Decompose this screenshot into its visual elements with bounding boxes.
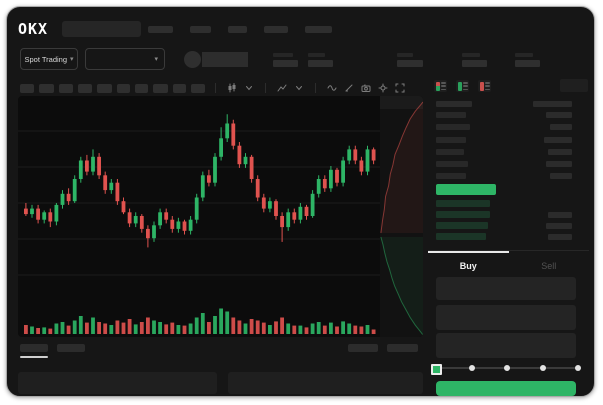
orderbook-bids-icon[interactable] [456,80,469,92]
orderbook-ask-row[interactable] [436,148,572,155]
orderbook-ask-row[interactable] [436,161,572,168]
line-style-icon[interactable] [326,82,338,94]
ticker-stat-4 [462,53,487,67]
bottom-tab-2[interactable] [57,344,85,352]
orderbook-ask-row[interactable] [436,124,572,131]
interval-button-4[interactable] [78,83,92,93]
nav-item-1[interactable] [148,26,173,33]
toolbar-divider [265,83,266,93]
app-window: OKX Spot Trading ▾ ▾ [6,6,595,397]
candle-style-icon[interactable] [226,82,238,94]
draw-icon[interactable] [343,82,355,94]
price-chart[interactable] [18,96,423,337]
orderbook-bids [436,200,572,244]
toolbar-divider [215,83,216,93]
chart-toolbar [20,82,406,94]
market-type-label: Spot Trading [24,54,67,64]
market-type-dropdown[interactable]: Spot Trading ▾ [20,48,78,70]
ticker-stat-2 [308,53,333,67]
slider-stop-2[interactable] [504,365,510,371]
buy-button[interactable] [436,381,576,396]
search-input[interactable] [62,21,141,37]
top-nav [148,26,332,33]
orderbook-bid-row[interactable] [436,233,572,240]
slider-stop-4[interactable] [575,365,581,371]
price-field[interactable] [436,277,576,300]
indicators-icon[interactable] [276,82,288,94]
pair-dropdown[interactable]: ▾ [85,48,165,70]
interval-button-9[interactable] [173,83,186,93]
orderbook-amount-header [533,101,572,107]
orderbook-bid-row[interactable] [436,211,572,218]
precision-dropdown[interactable] [560,79,588,92]
orderbook-view-switcher [434,80,491,92]
chevron-down-icon: ▾ [154,55,158,63]
interval-button-3[interactable] [59,83,73,93]
coin-icon [184,51,201,68]
interval-button-7[interactable] [135,83,148,93]
bottom-action-2[interactable] [387,344,418,352]
chevron-down-icon[interactable] [293,82,305,94]
orderbook-asks-icon[interactable] [478,80,491,92]
orderbook-ask-row[interactable] [436,136,572,143]
orderbook-bid-row[interactable] [436,200,572,207]
tab-sell[interactable]: Sell [509,251,590,275]
last-price-badge[interactable] [436,184,496,195]
slider-stop-1[interactable] [468,365,475,371]
ticker-stat-3 [397,53,423,67]
toolbar-divider [315,83,316,93]
interval-button-10[interactable] [191,83,205,93]
orderbook-price-header [436,101,472,107]
bottom-panel-left [18,372,217,394]
slider-handle[interactable] [430,364,442,375]
interval-button-1[interactable] [20,83,34,93]
ticker-stats [273,53,540,67]
chevron-down-icon: ▾ [70,55,74,63]
tab-buy[interactable]: Buy [428,251,509,275]
depth-sidebar [380,96,423,337]
slider-stop-3[interactable] [539,365,546,371]
interval-button-2[interactable] [39,83,54,93]
interval-button-8[interactable] [153,83,168,93]
nav-item-5[interactable] [305,26,332,33]
ticker-stat-1 [273,53,298,67]
orderbook-combined-icon[interactable] [434,80,447,92]
chevron-down-icon[interactable] [243,82,255,94]
nav-item-2[interactable] [190,26,211,33]
camera-icon[interactable] [360,82,372,94]
depth-header [380,96,423,109]
active-tab-underline [20,356,48,358]
orderbook-bid-row[interactable] [436,222,572,229]
amount-slider[interactable] [430,361,581,375]
pair-name-placeholder [202,52,248,67]
nav-item-4[interactable] [264,26,288,33]
bottom-action-1[interactable] [348,344,378,352]
orderbook-ask-row[interactable] [436,112,572,118]
amount-field[interactable] [436,305,576,330]
nav-item-3[interactable] [228,26,247,33]
depth-svg [380,101,423,336]
ticker-stat-5 [515,53,540,67]
interval-button-6[interactable] [117,83,130,93]
settings-icon[interactable] [377,82,389,94]
bottom-panel-right [228,372,423,394]
interval-button-5[interactable] [97,83,112,93]
okx-logo: OKX [18,20,49,38]
total-field[interactable] [436,333,576,358]
fullscreen-icon[interactable] [394,82,406,94]
candles-svg[interactable] [18,96,423,337]
orderbook-asks [436,112,572,186]
trade-tabbar: Buy Sell [428,250,589,275]
orderbook-ask-row[interactable] [436,173,572,180]
bottom-tab-1[interactable] [20,344,48,352]
